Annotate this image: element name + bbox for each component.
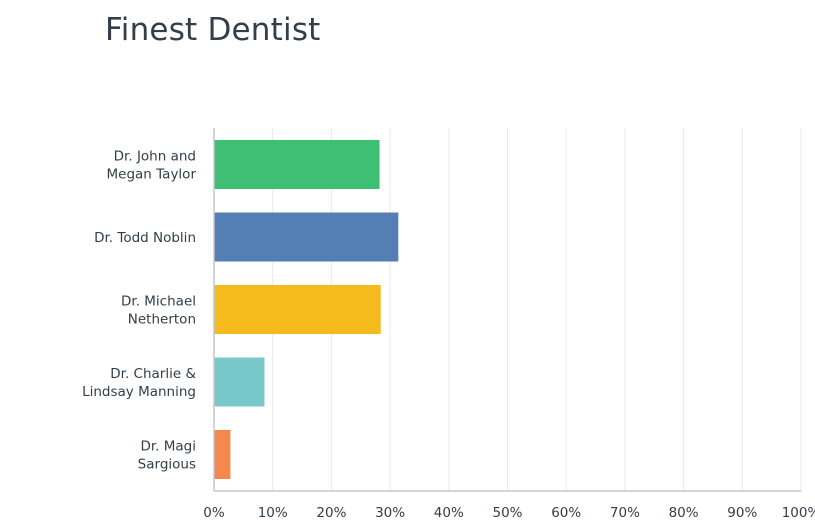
bar-1 xyxy=(214,140,380,189)
category-label: Dr. Michael xyxy=(121,294,196,310)
bars xyxy=(214,140,399,479)
category-label: Dr. Charlie & xyxy=(110,366,196,382)
x-tick-labels: 0% 10% 20% 30% 40% 50% 60% 70% 80% 90% 100% xyxy=(203,505,815,520)
category-label: Sargious xyxy=(138,457,196,473)
category-labels: Dr. John and Megan Taylor Dr. Todd Noblin D… xyxy=(82,149,196,473)
x-tick-label: 90% xyxy=(727,505,757,520)
x-tick-label: 0% xyxy=(203,505,225,520)
category-label: Dr. Magi xyxy=(140,439,196,455)
bar-5 xyxy=(214,430,231,479)
x-tick-label: 40% xyxy=(434,505,464,520)
category-label: Dr. John and xyxy=(114,149,196,165)
category-label: Lindsay Manning xyxy=(82,384,196,400)
category-label: Dr. Todd Noblin xyxy=(94,230,196,246)
category-label: Netherton xyxy=(128,312,196,328)
x-tick-label: 10% xyxy=(258,505,288,520)
x-tick-label: 70% xyxy=(610,505,640,520)
x-tick-label: 80% xyxy=(669,505,699,520)
bar-4 xyxy=(214,357,265,407)
bar-2 xyxy=(214,212,399,262)
bar-3 xyxy=(214,285,381,334)
x-tick-label: 50% xyxy=(492,505,522,520)
axes xyxy=(213,128,801,492)
x-tick-label: 30% xyxy=(375,505,405,520)
x-tick-label: 60% xyxy=(551,505,581,520)
x-tick-label: 100% xyxy=(782,505,815,520)
x-tick-label: 20% xyxy=(316,505,346,520)
category-label: Megan Taylor xyxy=(107,167,197,183)
chart-title: Finest Dentist xyxy=(105,12,321,48)
